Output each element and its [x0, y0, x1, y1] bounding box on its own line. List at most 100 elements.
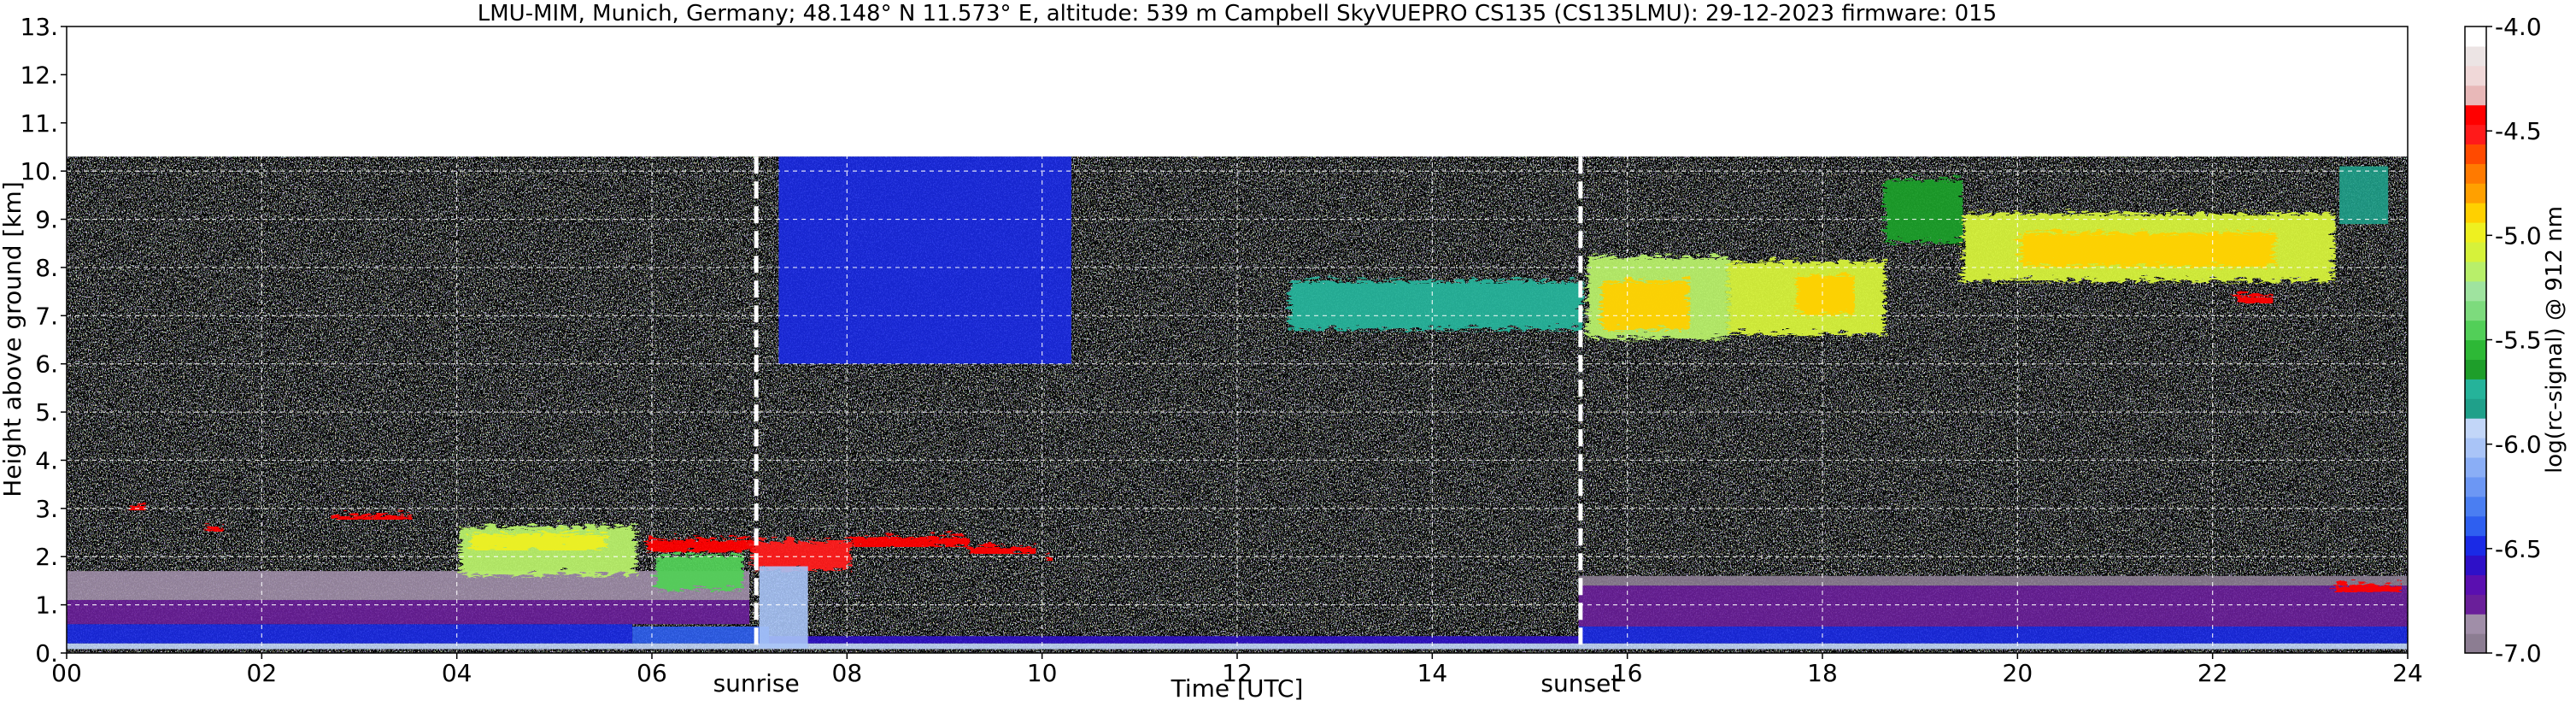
- colorbar-segment: [2465, 144, 2486, 164]
- colorbar-segment: [2465, 300, 2486, 321]
- colorbar-segment: [2465, 203, 2486, 223]
- x-tick-label: 12: [1222, 659, 1253, 687]
- y-tick-label: 12.: [20, 61, 58, 89]
- colorbar-segment: [2465, 496, 2486, 517]
- x-axis-label: Time [UTC]: [1171, 674, 1304, 703]
- colorbar-segment: [2465, 535, 2486, 556]
- colorbar-segment: [2465, 555, 2486, 575]
- colorbar-segment: [2465, 633, 2486, 654]
- signal-cell: [1598, 277, 1687, 326]
- signal-cell: [642, 534, 750, 550]
- signal-cell: [2232, 291, 2272, 302]
- colorbar-segment: [2465, 379, 2486, 399]
- y-axis: 0. 1. 2. 3. 4. 5. 6. 7. 8. 9. 10. 11. 12. 13.: [20, 13, 67, 668]
- y-tick-label: 13.: [20, 13, 58, 41]
- y-tick-label: 10.: [20, 157, 58, 185]
- colorbar-segment: [2465, 261, 2486, 282]
- colorbar-segment: [2465, 320, 2486, 341]
- x-tick-label: 16: [1612, 659, 1643, 687]
- colorbar-segment: [2465, 26, 2486, 47]
- x-tick-label: 22: [2198, 659, 2228, 687]
- colorbar-segment: [2465, 398, 2486, 419]
- colorbar-segment: [2465, 65, 2486, 86]
- signal-cell: [769, 636, 1579, 644]
- signal-cell: [652, 551, 740, 586]
- x-tick-label: 06: [637, 659, 667, 687]
- colorbar-segment: [2465, 45, 2486, 67]
- colorbar-tick-label: -4.0: [2495, 13, 2542, 41]
- x-tick-label: 18: [1807, 659, 1838, 687]
- annotation-lines: [754, 156, 1583, 653]
- colorbar-segment: [2465, 104, 2486, 126]
- y-tick-label: 9.: [35, 206, 58, 234]
- colorbar-tick-label: -5.5: [2495, 327, 2542, 355]
- colorbar-segment: [2465, 124, 2486, 145]
- colorbar: -4.0 -4.5 -5.0 -5.5 -6.0 -6.5 -7.0 log(rc-sign…: [2464, 13, 2567, 668]
- signal-cell: [2339, 166, 2389, 225]
- signal-cell: [67, 643, 2408, 650]
- annotation-label: sunset: [1540, 669, 1620, 697]
- y-tick-label: 1.: [35, 591, 58, 620]
- colorbar-segment: [2465, 280, 2486, 302]
- y-tick-label: 5.: [35, 398, 58, 427]
- x-tick-label: 20: [2003, 659, 2033, 687]
- signal-cell: [2017, 228, 2272, 263]
- x-tick-label: 10: [1027, 659, 1058, 687]
- x-axis: 00 02 04 06 08 10 12 14 16 18 20 22 24: [51, 653, 2423, 687]
- y-tick-label: 7.: [35, 302, 58, 330]
- y-tick-label: 8.: [35, 254, 58, 282]
- y-axis-label: Height above ground [km]: [0, 181, 26, 497]
- colorbar-segment: [2465, 438, 2486, 458]
- colorbar-segment: [2465, 515, 2486, 537]
- y-tick-label: 6.: [35, 350, 58, 379]
- colorbar-segment: [2465, 339, 2486, 361]
- y-tick-label: 3.: [35, 495, 58, 523]
- plot-area: [66, 26, 2409, 654]
- colorbar-segment: [2465, 85, 2486, 106]
- colorbar-segment: [2465, 476, 2486, 497]
- signal-cell: [67, 571, 750, 600]
- signal-cells: [67, 156, 2408, 650]
- x-tick-label: 24: [2392, 659, 2423, 687]
- x-tick-label: 08: [832, 659, 863, 687]
- signal-cell: [67, 624, 633, 644]
- x-tick-label: 00: [51, 659, 82, 687]
- signal-cell: [1881, 175, 1959, 239]
- colorbar-label: log(rc-signal) @ 912 nm: [2542, 206, 2567, 474]
- colorbar-ticks: -4.0 -4.5 -5.0 -5.5 -6.0 -6.5 -7.0: [2486, 13, 2542, 668]
- colorbar-segment: [2465, 418, 2486, 438]
- x-tick-label: 14: [1417, 659, 1448, 687]
- colorbar-segment: [2465, 359, 2486, 379]
- colorbar-segment: [2465, 222, 2486, 243]
- y-tick-label: 2.: [35, 543, 58, 571]
- signal-cell: [964, 542, 1033, 552]
- signal-cell: [202, 522, 223, 531]
- signal-cell: [632, 626, 769, 644]
- signal-cell: [67, 599, 750, 625]
- signal-cell: [125, 501, 145, 509]
- annotation-labels: sunrise sunset: [713, 669, 1621, 697]
- signal-cell: [2329, 580, 2398, 591]
- colorbar-segment: [2465, 574, 2486, 595]
- x-tick-label: 04: [442, 659, 472, 687]
- signal-cell: [847, 532, 965, 545]
- signal-cell: [1578, 575, 2408, 586]
- signal-cell: [759, 566, 808, 649]
- signal-cell: [1042, 551, 1053, 560]
- colorbar-segment: [2465, 241, 2486, 262]
- colorbar-tick-label: -6.5: [2495, 535, 2542, 563]
- signal-cell: [749, 537, 848, 567]
- chart-title: LMU-MIM, Munich, Germany; 48.148° N 11.5…: [478, 1, 1997, 26]
- colorbar-tick-label: -5.0: [2495, 221, 2542, 250]
- signal-cell: [1578, 585, 2408, 627]
- signal-cell: [330, 510, 408, 519]
- colorbar-segment: [2465, 594, 2486, 615]
- colorbar-segment: [2465, 614, 2486, 634]
- colorbar-tick-label: -6.0: [2495, 431, 2542, 459]
- x-tick-label: 02: [247, 659, 278, 687]
- colorbar-tick-label: -7.0: [2495, 639, 2542, 668]
- y-tick-label: 0.: [35, 639, 58, 668]
- y-tick-label: 11.: [20, 109, 58, 138]
- colorbar-segment: [2465, 183, 2486, 203]
